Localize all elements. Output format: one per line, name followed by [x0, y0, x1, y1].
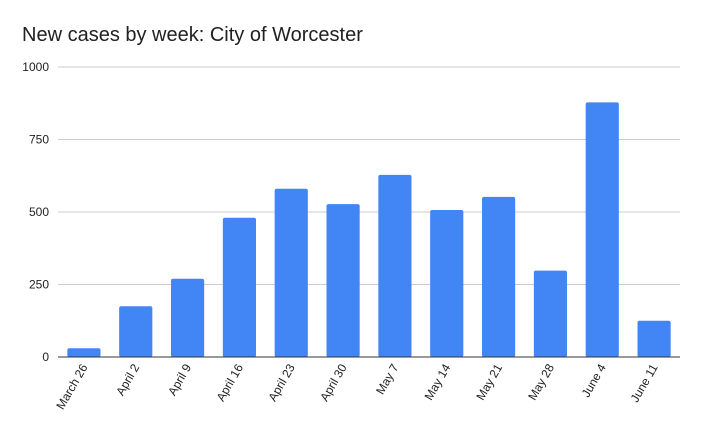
x-tick-label: March 26 [53, 361, 90, 412]
bars [67, 102, 671, 357]
bar [274, 188, 308, 357]
x-tick-label: April 30 [317, 361, 350, 404]
x-tick-label: May 7 [373, 361, 402, 397]
bar [326, 204, 360, 357]
x-tick-label: May 28 [525, 361, 557, 402]
bar [67, 348, 101, 357]
bar [430, 209, 464, 357]
bar [170, 278, 205, 357]
x-tick-label: April 23 [265, 361, 298, 404]
y-tick-label: 500 [29, 205, 49, 219]
x-tick-label: May 21 [473, 361, 505, 402]
bar [222, 217, 257, 357]
y-axis: 0 250 500 750 1000 [22, 60, 49, 364]
x-tick-label: April 16 [214, 361, 247, 404]
x-tick-label: April 9 [165, 361, 194, 398]
bar [533, 270, 568, 357]
y-tick-label: 750 [29, 133, 49, 147]
bar [378, 174, 412, 357]
bar [637, 320, 671, 357]
y-tick-label: 1000 [22, 60, 49, 74]
gridlines [58, 66, 680, 285]
bar [481, 196, 516, 357]
x-axis: March 26 April 2 April 9 April 16 April 23 Ap… [53, 361, 660, 412]
y-tick-label: 0 [42, 350, 49, 364]
x-tick-label: May 14 [422, 361, 454, 402]
bar [119, 306, 153, 357]
x-tick-label: April 2 [113, 361, 142, 398]
x-tick-label: June 11 [628, 361, 661, 404]
bar [585, 102, 619, 357]
y-tick-label: 250 [29, 278, 49, 292]
chart-title: New cases by week: City of Worcester [22, 24, 363, 46]
x-tick-label: June 4 [579, 361, 609, 399]
